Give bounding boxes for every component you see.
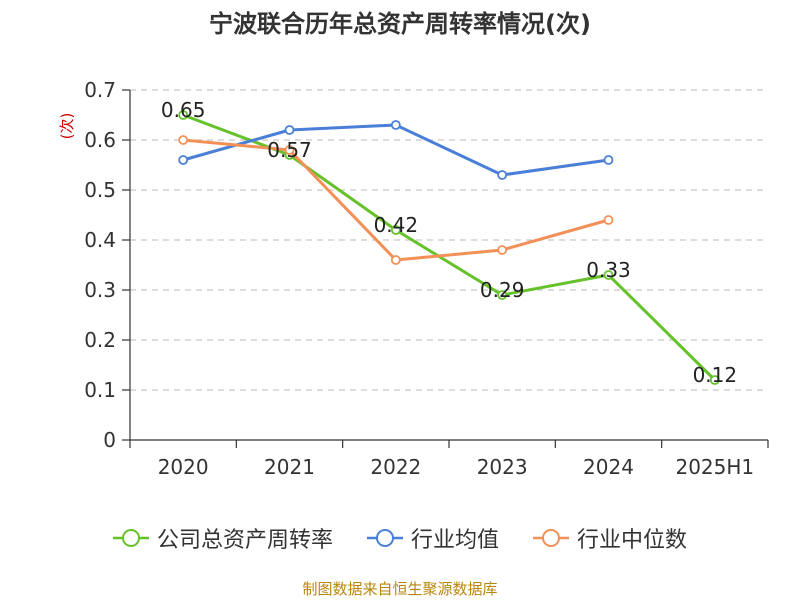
legend-marker-icon bbox=[533, 529, 569, 547]
chart-title: 宁波联合历年总资产周转率情况(次) bbox=[209, 10, 591, 38]
data-label: 0.29 bbox=[480, 278, 525, 302]
x-tick-label: 2025H1 bbox=[675, 455, 754, 479]
legend-label: 公司总资产周转率 bbox=[156, 528, 333, 553]
y-tick-label: 0.6 bbox=[84, 128, 116, 152]
data-point bbox=[603, 215, 614, 225]
y-tick-label: 0 bbox=[103, 428, 116, 452]
data-point bbox=[497, 290, 508, 300]
data-label: 0.12 bbox=[693, 363, 738, 387]
data-label: 0.65 bbox=[161, 98, 206, 122]
data-label: 0.33 bbox=[586, 258, 631, 282]
x-tick-label: 2023 bbox=[477, 455, 528, 479]
data-point bbox=[497, 245, 508, 255]
x-tick-label: 2024 bbox=[583, 455, 634, 479]
legend-marker-icon bbox=[112, 529, 149, 547]
legend-item-industry-median[interactable]: 行业中位数 bbox=[533, 522, 687, 554]
legend-item-industry-mean[interactable]: 行业均值 bbox=[366, 522, 499, 554]
data-labels: 0.65 0.57 0.42 0.29 0.33 0.12 bbox=[161, 98, 737, 387]
legend-marker-icon bbox=[366, 529, 403, 547]
x-tick-label: 2022 bbox=[370, 455, 421, 479]
x-tick-label: 2020 bbox=[158, 455, 209, 479]
y-tick-label: 0.1 bbox=[84, 378, 116, 402]
legend-item-company[interactable]: 公司总资产周转率 bbox=[112, 522, 333, 554]
axes: 0 0.1 0.2 0.3 0.4 0.5 0.6 0.7 2020 2021 2022 2023 20… bbox=[58, 78, 769, 479]
data-point bbox=[178, 135, 189, 145]
data-point bbox=[390, 120, 401, 130]
data-point bbox=[390, 225, 401, 235]
data-point bbox=[709, 375, 720, 385]
y-tick-label: 0.2 bbox=[84, 328, 116, 352]
data-label: 0.42 bbox=[374, 213, 419, 237]
data-point bbox=[284, 125, 295, 135]
series-lines bbox=[178, 110, 720, 385]
y-axis-label: (次) bbox=[58, 113, 76, 140]
legend-label: 行业均值 bbox=[410, 528, 499, 553]
series-line-2 bbox=[183, 138, 609, 262]
x-tick-label: 2021 bbox=[264, 455, 315, 479]
series-line-1 bbox=[182, 123, 609, 177]
data-point bbox=[390, 255, 401, 265]
source-note: 制图数据来自恒生聚源数据库 bbox=[302, 580, 498, 598]
y-tick-label: 0.4 bbox=[84, 228, 116, 252]
data-point bbox=[178, 155, 189, 165]
data-label: 0.57 bbox=[267, 138, 312, 162]
data-point bbox=[603, 270, 614, 280]
y-tick-label: 0.5 bbox=[84, 178, 116, 202]
legend-label: 行业中位数 bbox=[577, 528, 688, 553]
legend: 公司总资产周转率 行业均值 行业中位数 bbox=[0, 520, 800, 556]
data-point bbox=[284, 145, 295, 155]
data-point bbox=[603, 155, 614, 165]
gridlines bbox=[130, 89, 768, 391]
y-tick-label: 0.3 bbox=[84, 278, 116, 302]
data-point bbox=[497, 170, 508, 180]
y-tick-label: 0.7 bbox=[84, 78, 116, 102]
data-point bbox=[178, 110, 189, 120]
